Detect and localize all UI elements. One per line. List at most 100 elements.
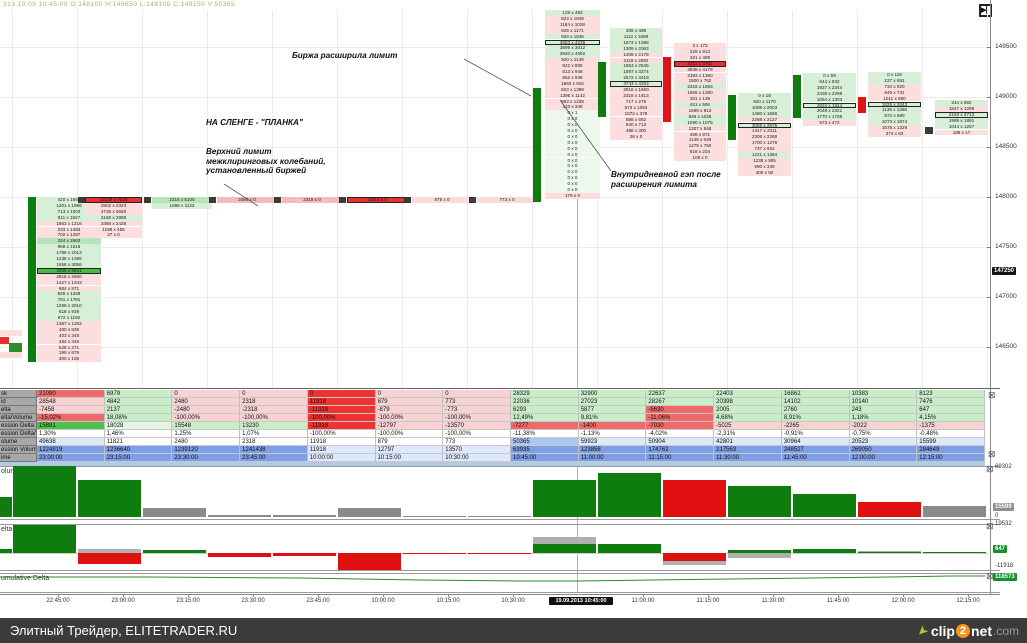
table-cell-ask: 22403 xyxy=(714,390,782,398)
cluster-cell: 27 x 0 xyxy=(85,232,142,239)
candle-body-dark xyxy=(339,197,346,203)
volume-bar xyxy=(13,466,76,517)
v-gridline xyxy=(987,10,988,390)
crosshair-line xyxy=(577,10,578,388)
cluster-cell: 1847 x 1299 xyxy=(935,105,988,112)
cluster-cell: 488 x 300 xyxy=(610,128,662,135)
table-cell-time: 23:15:00 xyxy=(104,454,173,462)
cluster-cell: 879 x 0 xyxy=(412,197,472,203)
delta-current-badge: 647 xyxy=(993,545,1008,553)
table-cell-volume: 15599 xyxy=(917,438,985,446)
volume-bar xyxy=(468,516,531,517)
table-close-icon[interactable]: ⊠ xyxy=(988,390,996,400)
time-tick-label: 11:00:00 xyxy=(631,598,655,604)
cluster-cell: 2268 x 2127 xyxy=(738,116,791,123)
delta-panel-close-icon[interactable]: ⊠ xyxy=(986,521,994,531)
cluster-cell: 1427 x 1343 xyxy=(37,279,101,286)
cumulative-delta-panel-label: umulative Delta xyxy=(1,575,50,582)
table-cell-delta: -773 xyxy=(443,406,511,414)
time-tick xyxy=(448,594,449,597)
cluster-cell: 199 x 879 xyxy=(37,350,101,357)
cluster-cell: 818 x 204 xyxy=(674,149,726,156)
cluster-cell: 4553 x 4235 xyxy=(545,39,600,46)
horizontal-scrollbar[interactable] xyxy=(0,462,985,466)
table-cell-sessiondelta: -2265 xyxy=(781,422,850,430)
table-cell-sessionvolume: 13570 xyxy=(443,446,511,454)
cluster-cell: 0 x 0 xyxy=(545,181,600,187)
cluster-cell: 480 x 838 xyxy=(37,326,101,333)
cluster-cell: 618 x 939 xyxy=(37,309,101,315)
table-cell-time: 12:00:00 xyxy=(849,454,918,462)
table-cell-ask: 28329 xyxy=(511,390,579,398)
candle-body-green xyxy=(793,75,801,118)
clip2net-logo[interactable]: ➤ clip 2 net .com xyxy=(914,621,1019,640)
cluster-cell: 713 x 1003 xyxy=(37,208,101,215)
table-cell-delta: 2137 xyxy=(104,406,173,414)
table-cell-deltavolume: -100,00% xyxy=(307,414,376,422)
table-cell-sessionvolume: 63935 xyxy=(511,446,579,454)
cluster-cell: 823 x 1849 xyxy=(545,15,600,22)
table-cell-deltavolume: -15,02% xyxy=(37,414,105,422)
table-cell-delta: 2760 xyxy=(781,406,850,414)
time-tick-label: 11:45:00 xyxy=(826,598,850,604)
table-cell-time: 12:15:00 xyxy=(917,454,985,462)
table-cell-sessiondeltavolume: -2,31% xyxy=(714,430,782,438)
table-cell-time: 11:00:00 xyxy=(578,454,647,462)
cluster-cell: 862 x 938 xyxy=(545,74,600,81)
cluster-cell: 773 x 0 xyxy=(477,197,537,203)
table-cell-volume: 50904 xyxy=(646,438,715,446)
cluster-cell: 0 x 0 xyxy=(545,169,600,176)
table-cell-time: 10:45:00 xyxy=(511,454,579,462)
table-cell-ask: 0 xyxy=(240,390,308,398)
cum-panel-close-icon[interactable]: ⊠ xyxy=(986,571,994,581)
cluster-cell: 4738 x 6660 xyxy=(85,208,142,215)
price-tick-dash xyxy=(987,297,991,298)
go-to-last-bar-button[interactable]: ▶▏ xyxy=(979,4,992,17)
volume-bar xyxy=(273,515,336,517)
table-cell-ask: 22637 xyxy=(646,390,715,398)
table-cell-ask: 8123 xyxy=(917,390,985,398)
table-row-label: sk xyxy=(0,390,37,398)
candle-body-green xyxy=(533,88,541,202)
table-cell-sessiondeltavolume: -0,75% xyxy=(849,430,918,438)
table-cell-bid: 22036 xyxy=(511,398,579,406)
cluster-cell: 2153 x 2713 xyxy=(935,111,988,118)
candle-body-dark xyxy=(404,197,411,203)
time-tick-label: 23:15:00 xyxy=(176,598,200,604)
table-cell-bid: 879 xyxy=(375,398,444,406)
delta-min-tick: -11918 xyxy=(995,563,1014,569)
table-cell-deltavolume: 1,18% xyxy=(849,414,918,422)
annotation-text-3: Верхний лимит межклиринговых колебаний, … xyxy=(206,147,326,175)
table-cell-bid: 28548 xyxy=(37,398,105,406)
time-tick xyxy=(838,594,839,597)
table-cell-volume: 2480 xyxy=(172,438,241,446)
cluster-cell: 1138 x 1368 xyxy=(868,107,921,114)
price-tick-label: 147500 xyxy=(995,243,1017,250)
table-cell-sessiondeltavolume: -11,38% xyxy=(511,430,579,438)
cluster-cell: 1700 x 1276 xyxy=(738,140,791,147)
table-cell-time: 10:30:00 xyxy=(443,454,511,462)
price-tick-dash xyxy=(987,147,991,148)
volume-bar xyxy=(78,480,141,517)
cluster-cell: 672 x 690 xyxy=(868,113,921,120)
cluster-cell: 0 x 18 xyxy=(738,93,791,99)
delta-bar-positive xyxy=(13,524,76,553)
table-cell-sessionvolume: 1241438 xyxy=(240,446,308,454)
table-cell-volume: 2318 xyxy=(240,438,308,446)
clip2net-com-text: .com xyxy=(992,623,1019,638)
cluster-cell: 1408 x 2178 xyxy=(610,51,662,58)
table-cell-sessionvolume: 11918 xyxy=(307,446,376,454)
v-gridline xyxy=(662,10,663,390)
table-scroll-icon[interactable]: ⊠ xyxy=(988,449,996,459)
price-tick-label: 147000 xyxy=(995,293,1017,300)
table-cell-bid: 20398 xyxy=(714,398,782,406)
cluster-cell: 0 x 0 xyxy=(545,175,600,182)
table-cell-volume: 59923 xyxy=(578,438,647,446)
cluster-cell: 468 x 871 xyxy=(674,131,726,138)
table-cell-sessionvolume: 284649 xyxy=(917,446,985,454)
cluster-cell: 2840 x 4692 xyxy=(545,51,600,58)
table-cell-delta: -11918 xyxy=(307,406,376,414)
volume-panel-close-icon[interactable]: ⊠ xyxy=(986,464,994,474)
table-cell-delta: 647 xyxy=(917,406,985,414)
cluster-cell: 849 x 731 xyxy=(868,89,921,96)
